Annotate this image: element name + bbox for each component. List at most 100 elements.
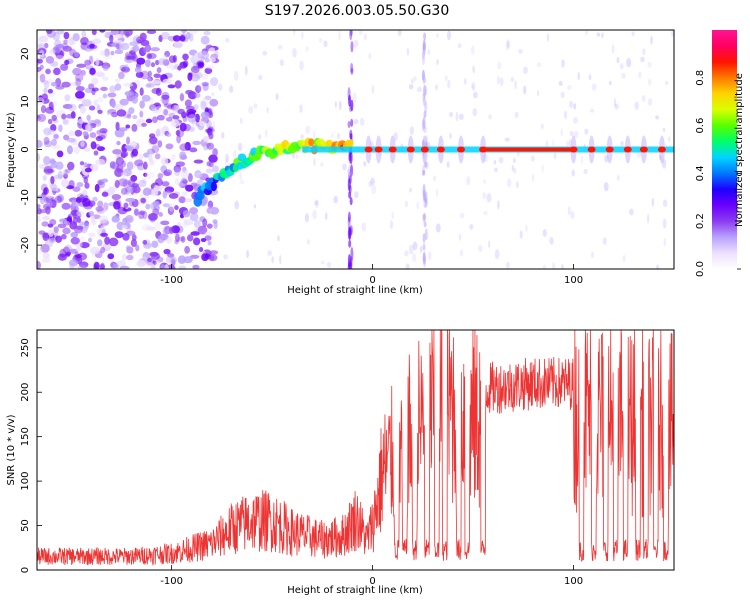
heatmap-haze-cell [496,76,501,85]
heatmap-haze-cell [626,57,632,68]
heatmap-haze-cell [229,85,234,93]
heatmap-haze-cell [449,112,453,118]
heatmap-noise-cell [42,252,50,259]
heatmap-streak-cell [348,94,352,107]
heatmap-noise-cell [98,207,107,214]
heatmap-haze-cell [650,35,653,45]
heatmap-streak-cell [349,129,353,139]
heatmap-haze-cell [506,39,510,49]
heatmap-haze-cell [393,132,398,141]
heatmap-noise-cell [179,143,189,152]
heatmap-noise-cell [62,119,69,125]
heatmap-noise-cell [157,172,163,180]
heatmap-noise-cell [118,178,128,187]
heatmap-noise-cell [100,246,106,254]
heatmap-noise-cell [43,203,52,211]
heatmap-noise-cell [163,248,171,255]
heatmap-noise-cell [162,229,170,234]
heatmap-streak-cell [347,120,351,129]
heatmap-noise-cell [43,165,53,175]
spectrogram-x-tick-label: 100 [564,275,583,286]
heatmap-noise-cell [108,237,119,247]
heatmap-noise-cell [88,105,96,111]
heatmap-haze-cell [504,137,510,142]
heatmap-noise-cell [99,263,105,269]
heatmap-noise-cell [161,109,170,117]
heatmap-streak-cell [423,193,427,202]
heatmap-noise-cell [200,111,210,119]
heatmap-noise-cell [91,30,97,36]
heatmap-noise-cell [93,99,98,106]
heatmap-haze-cell [266,106,269,114]
heatmap-noise-cell [150,62,156,68]
snr-x-ticks: -100 0 100 [160,565,583,587]
heatmap-haze-cell [573,103,577,110]
heatmap-noise-cell [154,153,161,160]
heatmap-noise-cell [139,110,144,118]
heatmap-haze-cell [411,252,417,263]
heatmap-haze-cell [435,84,438,90]
heatmap-noise-cell [94,183,100,193]
heatmap-haze-cell [569,130,574,137]
heatmap-haze-cell [514,80,517,90]
heatmap-noise-cell [50,81,57,87]
heatmap-noise-cell [79,161,85,166]
heatmap-noise-cell [165,190,172,195]
heatmap-noise-cell [190,73,201,82]
heatmap-haze-cell [408,187,413,193]
heatmap-noise-cell [66,145,73,155]
heatmap-noise-cell [139,87,144,96]
heatmap-noise-cell [157,140,163,148]
heatmap-drift-cell [210,181,217,192]
heatmap-noise-cell [127,179,136,188]
heatmap-noise-cell [54,195,63,204]
heatmap-noise-cell [114,179,120,189]
heatmap-haze-cell [459,212,465,219]
heatmap-streak-cell [349,197,353,206]
heatmap-noise-cell [84,147,91,152]
heatmap-streak-cell [421,139,425,148]
heatmap-haze-cell [239,117,243,125]
heatmap-haze-cell [540,123,544,130]
heatmap-noise-cell [190,231,200,236]
heatmap-noise-cell [79,165,85,170]
heatmap-noise-cell [126,136,131,145]
heatmap-noise-cell [174,205,179,211]
heatmap-noise-cell [37,58,43,64]
heatmap-haze-cell [240,179,244,185]
heatmap-noise-cell [100,86,108,92]
heatmap-haze-cell [617,174,620,181]
heatmap-haze-cell [505,41,510,51]
heatmap-noise-cell [114,34,123,39]
heatmap-noise-cell [185,31,191,40]
heatmap-haze-cell [406,47,410,56]
heatmap-noise-cell [86,61,92,68]
heatmap-noise-cell [63,39,68,45]
heatmap-noise-cell [37,215,41,223]
heatmap-haze-cell [670,30,674,38]
heatmap-noise-cell [78,221,85,226]
heatmap-noise-cell [129,41,139,47]
heatmap-noise-cell [53,226,59,234]
heatmap-streak-cell [422,243,426,251]
heatmap-noise-cell [80,69,86,76]
heatmap-haze-cell [334,101,337,108]
heatmap-haze-cell [483,153,488,163]
heatmap-noise-cell [53,174,64,180]
heatmap-noise-cell [97,109,103,115]
heatmap-noise-cell [176,222,182,227]
heatmap-haze-cell [299,60,304,71]
heatmap-noise-cell [172,115,180,120]
heatmap-noise-cell [74,129,83,137]
heatmap-noise-cell [57,170,63,179]
heatmap-haze-cell [320,260,325,265]
heatmap-noise-cell [121,171,127,178]
heatmap-noise-cell [38,35,49,43]
heatmap-noise-cell [194,52,202,62]
heatmap-noise-cell [131,185,141,194]
heatmap-noise-cell [76,210,85,217]
heatmap-streak-cell [347,216,351,230]
heatmap-noise-cell [37,43,48,49]
heatmap-haze-cell [545,140,549,149]
heatmap-haze-cell [583,168,588,175]
